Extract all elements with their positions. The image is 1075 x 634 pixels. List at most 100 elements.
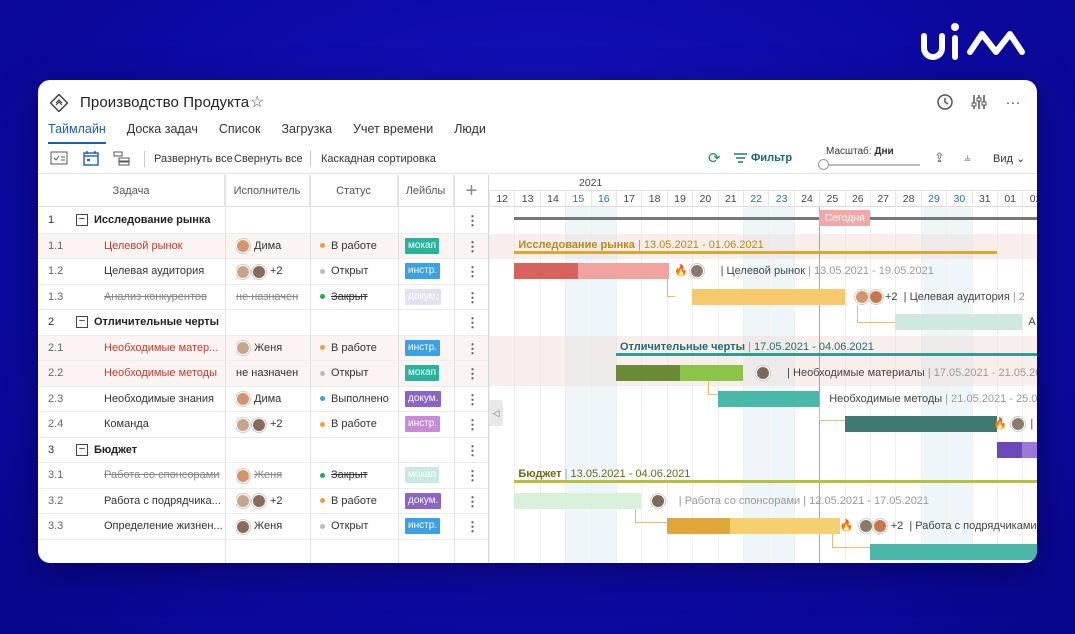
task-name[interactable]: Команда [104, 418, 149, 430]
task-bar-lifecycle[interactable] [870, 543, 1037, 560]
tab-time-tracking[interactable]: Учет времени [353, 122, 434, 136]
group-bar-budget[interactable] [514, 480, 1037, 483]
task-bar-target-market-remaining[interactable] [577, 263, 670, 279]
star-icon[interactable]: ☆ [250, 94, 265, 111]
task-row[interactable]: 1.3 Анализ конкурентов не назначен Закрыт до… [38, 285, 488, 310]
more-icon[interactable]: ··· [1005, 93, 1021, 111]
add-column-button[interactable]: + [465, 180, 478, 202]
task-row[interactable]: 3.2 Работа с подрядчика... +2 В работе докум… [38, 489, 488, 514]
collapse-toggle[interactable]: − [76, 443, 88, 456]
filter-button[interactable]: Фильтр [734, 152, 792, 164]
assignee-cell[interactable]: Дима [236, 387, 320, 412]
project-span-line[interactable] [514, 217, 1037, 220]
label-badge[interactable]: докум. [405, 492, 442, 509]
task-name[interactable]: Работа с подрядчика... [104, 494, 221, 507]
task-bar-team[interactable] [997, 441, 1023, 458]
assignee-cell[interactable]: Женя [236, 336, 320, 361]
label-badge[interactable]: докум. [405, 288, 442, 305]
row-menu-icon[interactable]: ⋮ [466, 289, 474, 305]
assignee-cell[interactable]: +2 [236, 412, 320, 437]
status-cell[interactable]: Закрыт [320, 463, 396, 488]
status-cell[interactable]: В работе [320, 412, 396, 437]
tab-list[interactable]: Список [218, 122, 261, 136]
status-cell[interactable]: В работе [320, 489, 396, 514]
task-row[interactable]: 3.3 Определение жизнен... Женя Открыт инстр.… [38, 514, 488, 540]
group-row[interactable]: 2 − Отличительные черты ⋮ [38, 310, 488, 336]
task-name[interactable]: Целевой рынок [104, 239, 183, 252]
task-name[interactable]: Работа со спонсорами [104, 469, 220, 481]
task-bar-contractors-remaining[interactable] [730, 518, 840, 534]
assignee-cell[interactable]: +2 [236, 489, 320, 514]
tab-task-board[interactable]: Доска задач [126, 122, 198, 136]
settings-sliders-icon[interactable] [969, 92, 989, 112]
task-row[interactable]: 3.1 Работа со спонсорами Женя Закрыт мокап ⋮ [38, 463, 488, 489]
label-badge[interactable]: инстр. [405, 416, 441, 432]
col-assignee[interactable]: Исполнитель [225, 175, 310, 207]
task-row[interactable]: 2.4 Команда +2 В работе инстр. ⋮ [38, 412, 488, 438]
task-name[interactable]: Необходимые методы [104, 367, 218, 379]
row-menu-icon[interactable]: ⋮ [466, 238, 474, 254]
task-name[interactable]: Необходимые матер... [104, 341, 219, 354]
tab-timeline[interactable]: Таймлайн [48, 122, 106, 144]
assignee-cell[interactable]: не назначен [236, 361, 320, 386]
col-status[interactable]: Статус [310, 175, 398, 207]
cascade-sort-button[interactable]: Каскадная сортировка [321, 153, 436, 165]
label-badge[interactable]: инстр. [405, 518, 441, 534]
row-menu-icon[interactable]: ⋮ [466, 442, 474, 458]
task-bar-target-audience[interactable] [692, 288, 845, 305]
task-bar-methods[interactable] [717, 390, 820, 407]
group-row[interactable]: 3 − Бюджет ⋮ [38, 438, 488, 463]
task-row[interactable]: 2.3 Необходимые знания Дима Выполнено докум.… [38, 387, 488, 412]
calendar-icon[interactable] [82, 150, 100, 166]
status-cell[interactable]: В работе [320, 336, 396, 361]
view-dropdown[interactable]: Вид ⌄ [993, 153, 1026, 165]
task-name[interactable]: Целевая аудитория [104, 265, 205, 277]
row-menu-icon[interactable]: ⋮ [466, 519, 474, 534]
label-badge[interactable]: мокап [405, 237, 440, 254]
label-badge[interactable]: мокап [405, 365, 440, 381]
task-bar-knowledge[interactable] [844, 416, 997, 432]
row-menu-icon[interactable]: ⋮ [466, 315, 474, 330]
row-menu-icon[interactable]: ⋮ [466, 213, 474, 228]
scale-slider[interactable] [824, 164, 920, 166]
hierarchy-icon[interactable] [113, 150, 131, 166]
status-cell[interactable]: Закрыт [320, 285, 396, 310]
col-task[interactable]: Задача [38, 175, 225, 207]
task-name[interactable]: Анализ конкурентов [104, 290, 207, 303]
assignee-cell[interactable]: Женя [236, 514, 320, 539]
status-cell[interactable]: Открыт [320, 259, 396, 284]
collapse-all-button[interactable]: Свернуть все [234, 153, 303, 165]
status-cell[interactable]: В работе [320, 234, 396, 259]
tab-people[interactable]: Люди [454, 122, 486, 136]
collapse-grid-handle[interactable]: ◁ [489, 400, 503, 426]
group-row[interactable]: 1 − Исследование рынка ⋮ [38, 208, 488, 234]
row-menu-icon[interactable]: ⋮ [466, 264, 474, 279]
row-menu-icon[interactable]: ⋮ [466, 417, 474, 432]
group-bar-market-research[interactable] [514, 250, 997, 254]
assignee-cell[interactable]: +2 [236, 259, 320, 284]
label-badge[interactable]: инстр. [405, 339, 441, 356]
status-cell[interactable]: Выполнено [320, 387, 396, 412]
task-row[interactable]: 2.2 Необходимые методы не назначен Открыт мо… [38, 361, 488, 387]
assignee-cell[interactable]: не назначен [236, 285, 320, 310]
task-bar-team-remaining[interactable] [1022, 441, 1037, 458]
task-row[interactable]: 1.2 Целевая аудитория +2 Открыт инстр. ⋮ [38, 259, 488, 285]
task-name[interactable]: Необходимые знания [104, 392, 214, 405]
task-bar-competitor-analysis[interactable] [895, 314, 1023, 330]
refresh-icon[interactable]: ⟳ [708, 150, 721, 167]
chart-settings-icon[interactable]: ⫨ [964, 150, 971, 164]
label-badge[interactable]: мокап [405, 467, 440, 483]
row-menu-icon[interactable]: ⋮ [466, 340, 474, 356]
assignee-cell[interactable]: Дима [236, 234, 320, 259]
row-menu-icon[interactable]: ⋮ [466, 493, 474, 509]
status-cell[interactable]: Открыт [320, 514, 396, 539]
task-name[interactable]: Определение жизнен... [104, 520, 223, 532]
history-icon[interactable] [935, 92, 955, 112]
expand-all-button[interactable]: Развернуть все [154, 153, 233, 165]
label-badge[interactable]: докум. [405, 390, 442, 407]
label-badge[interactable]: инстр. [405, 263, 441, 279]
assignee-cell[interactable]: Женя [236, 463, 320, 488]
task-bar-target-market[interactable] [514, 263, 578, 279]
row-menu-icon[interactable]: ⋮ [466, 366, 474, 381]
col-labels[interactable]: Лейблы [398, 175, 454, 207]
